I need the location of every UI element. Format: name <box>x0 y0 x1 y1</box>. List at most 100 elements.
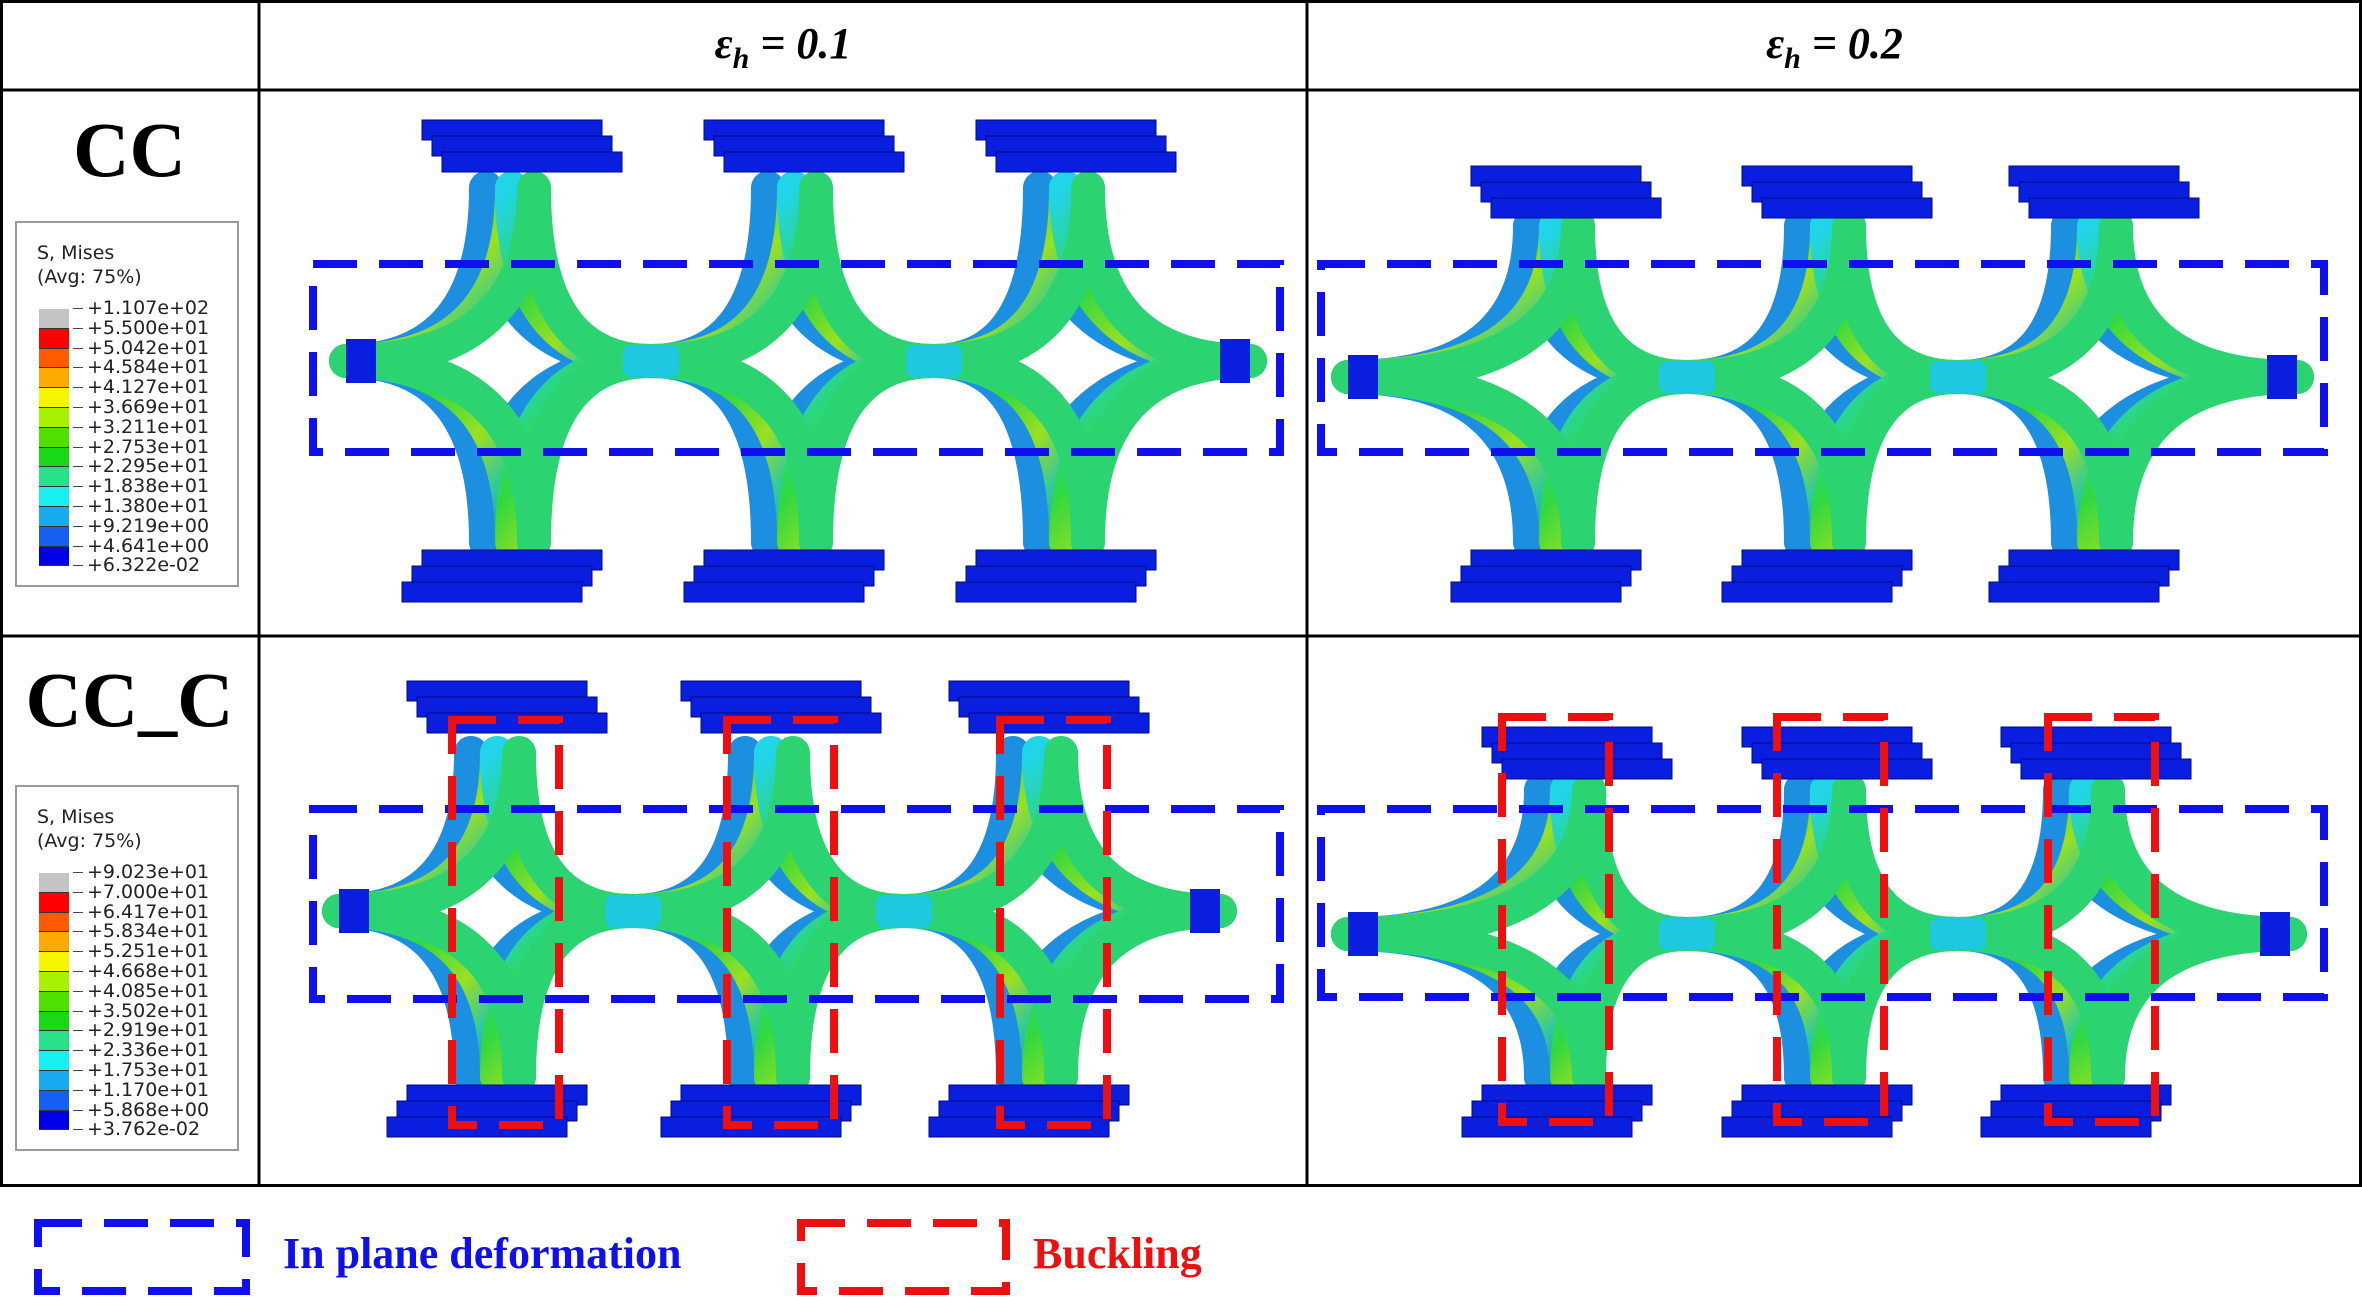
in-plane-deformation-box <box>1317 805 2328 1001</box>
bottom-plate <box>401 581 583 603</box>
in-plane-deformation-box <box>309 805 1284 1003</box>
stress-legend-cc-c: S, Mises (Avg: 75%) +9.023e+01 +7.000e+01 +… <box>15 785 239 1151</box>
colorbar-band <box>39 932 69 953</box>
table-grid <box>0 0 2362 1187</box>
row-label-cc: CC <box>73 106 186 193</box>
bottom-plate <box>1721 581 1893 603</box>
colorbar-band <box>39 952 69 972</box>
bottom-plate <box>1988 581 2160 603</box>
legend-value: +3.762e-02 <box>73 1120 209 1140</box>
joint-node <box>906 345 962 377</box>
colorbar-band <box>39 873 69 893</box>
top-plate <box>1761 197 1933 219</box>
buckling-box <box>2044 713 2159 1126</box>
colorbar <box>39 309 69 567</box>
buckling-box <box>723 716 838 1129</box>
legend-value: +2.336e+01 <box>73 1040 209 1061</box>
stress-legend-cc: S, Mises (Avg: 75%) +1.107e+02 +5.500e+01 +… <box>15 221 239 587</box>
end-node <box>346 339 376 383</box>
end-node <box>2267 355 2297 399</box>
legend-values: +1.107e+02 +5.500e+01 +5.042e+01 +4.584e+01… <box>73 298 209 576</box>
colorbar-band <box>39 1090 69 1111</box>
legend-value: +1.170e+01 <box>73 1080 209 1101</box>
legend-subtitle: (Avg: 75%) <box>37 830 142 852</box>
legend-value: +9.023e+01 <box>73 862 209 883</box>
fea-panel <box>329 119 1267 603</box>
column-header-eh-0.1: εh = 0.1 <box>714 19 852 75</box>
legend-value: +4.584e+01 <box>73 358 209 378</box>
legend-value: +2.919e+01 <box>73 1021 209 1041</box>
colorbar-band <box>39 1110 69 1131</box>
legend-value: +5.834e+01 <box>73 922 209 942</box>
legend-value: +1.838e+01 <box>73 476 209 497</box>
colorbar-band <box>39 971 69 992</box>
colorbar-band <box>39 991 69 1012</box>
top-plate <box>2028 197 2200 219</box>
legend-value: +5.042e+01 <box>73 338 209 359</box>
colorbar-band <box>39 526 69 547</box>
legend-value: +2.753e+01 <box>73 437 209 458</box>
strut <box>1044 894 1237 1094</box>
legend-value: +2.295e+01 <box>73 457 209 477</box>
legend-title: S, Mises <box>37 806 115 828</box>
colorbar-band <box>39 506 69 527</box>
key-in-plane-label: In plane deformation <box>283 1229 682 1278</box>
bottom-plate <box>1461 1116 1633 1138</box>
legend-value: +1.107e+02 <box>73 298 209 319</box>
legend-value: +6.322e-02 <box>73 556 209 576</box>
legend-title: S, Mises <box>37 242 115 264</box>
legend-value: +5.251e+01 <box>73 941 209 962</box>
top-plate <box>995 151 1177 173</box>
colorbar-band <box>39 427 69 448</box>
key-buckling-label: Buckling <box>1033 1229 1202 1278</box>
legend-value: +3.502e+01 <box>73 1001 209 1022</box>
colorbar-band <box>39 348 69 369</box>
legend-value: +4.641e+00 <box>73 536 209 557</box>
joint-node <box>623 345 679 377</box>
colorbar-band <box>39 388 69 408</box>
bottom-plate <box>683 581 865 603</box>
fea-panel <box>1331 165 2314 603</box>
colorbar-band <box>39 309 69 329</box>
joint-node <box>605 895 661 927</box>
strut <box>1071 344 1267 559</box>
colorbar <box>39 873 69 1131</box>
fea-panel <box>1331 726 2307 1138</box>
colorbar-band <box>39 447 69 468</box>
strut <box>2099 360 2314 559</box>
legend-value: +1.753e+01 <box>73 1060 209 1081</box>
legend-value: +3.211e+01 <box>73 417 209 438</box>
strut <box>1572 917 1704 1094</box>
joint-node <box>1930 918 1986 950</box>
joint-node <box>1930 361 1986 393</box>
end-node <box>339 889 369 933</box>
joint-node <box>1659 361 1715 393</box>
column-header-eh-0.2: εh = 0.2 <box>1766 19 1903 75</box>
legend-value: +5.868e+00 <box>73 1100 209 1121</box>
fea-panel <box>322 680 1237 1138</box>
top-plate <box>1761 758 1933 780</box>
joint-node <box>1659 918 1715 950</box>
key-in-plane-swatch <box>34 1219 250 1295</box>
legend-value: +5.500e+01 <box>73 318 209 339</box>
buckling-box <box>448 716 563 1129</box>
colorbar-band <box>39 546 69 567</box>
legend-value: +4.127e+01 <box>73 377 209 398</box>
end-node <box>2260 912 2290 956</box>
colorbar-band <box>39 328 69 349</box>
colorbar-band <box>39 892 69 913</box>
legend-value: +4.668e+01 <box>73 961 209 982</box>
bottom-plate <box>955 581 1137 603</box>
colorbar-band <box>39 407 69 428</box>
colorbar-band <box>39 1070 69 1091</box>
top-plate <box>1490 197 1662 219</box>
top-plate <box>1501 758 1673 780</box>
in-plane-deformation-box <box>309 260 1284 456</box>
row-label-cc-c: CC_C <box>25 656 234 743</box>
buckling-box <box>1498 713 1613 1126</box>
colorbar-band <box>39 1011 69 1032</box>
end-node <box>1348 355 1378 399</box>
colorbar-band <box>39 487 69 507</box>
legend-value: +6.417e+01 <box>73 902 209 923</box>
strut <box>799 344 951 559</box>
